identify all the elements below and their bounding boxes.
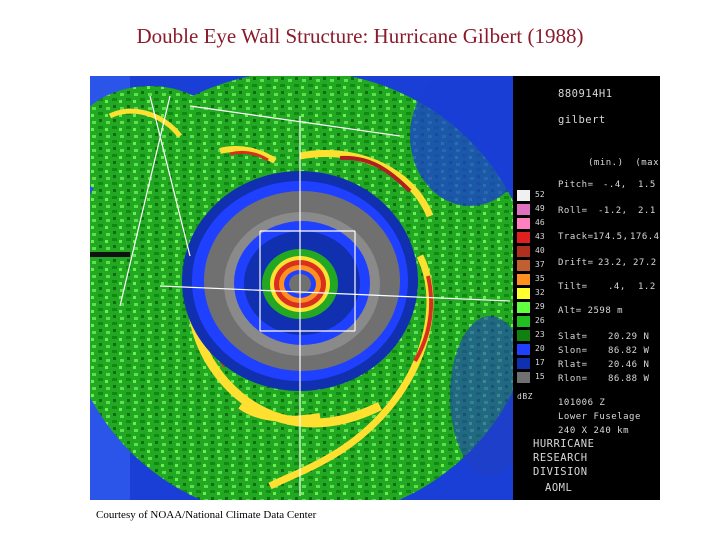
legend-value: 43 [535, 232, 545, 241]
param-label: Pitch= [558, 180, 594, 190]
coord-label: Rlon= [558, 374, 588, 384]
legend-row: 35 [517, 274, 557, 285]
legend-value: 17 [535, 358, 545, 367]
legend-row: 15 [517, 372, 557, 383]
legend-value: 37 [535, 260, 545, 269]
flight-id: 880914H1 [558, 88, 613, 100]
param-min: .4, [608, 282, 626, 292]
coord-value: 86.82 W [608, 346, 650, 356]
legend-row: 29 [517, 302, 557, 313]
param-min: -1.2, [598, 206, 628, 216]
legend-value: 23 [535, 330, 545, 339]
param-max: 1.2 [638, 282, 656, 292]
legend-row: 52 [517, 190, 557, 201]
legend-row: 40 [517, 246, 557, 257]
legend-unit: dBZ [517, 392, 533, 401]
coord-value: 86.88 W [608, 374, 650, 384]
legend-swatch [517, 288, 530, 299]
legend-value: 26 [535, 316, 545, 325]
param-min: -.4, [603, 180, 627, 190]
legend-swatch [517, 330, 530, 341]
legend-swatch [517, 358, 530, 369]
param-max: 176.4 [630, 232, 660, 242]
lab-name: AOML [545, 482, 573, 494]
legend-value: 46 [535, 218, 545, 227]
legend-swatch [517, 190, 530, 201]
coord-value: 20.46 N [608, 360, 650, 370]
legend-value: 40 [535, 246, 545, 255]
legend-row: 20 [517, 344, 557, 355]
legend-swatch [517, 204, 530, 215]
radar-image: 880914H1 gilbert (min.) (max.) Pitch= -.… [90, 76, 660, 500]
param-max: 1.5 [638, 180, 656, 190]
org-line: HURRICANE [533, 438, 595, 450]
time: 101006 Z [558, 398, 606, 408]
coord-label: Rlat= [558, 360, 588, 370]
color-legend: 52 49 46 43 40 37 35 32 29 26 23 20 17 15 [513, 190, 558, 390]
page-title: Double Eye Wall Structure: Hurricane Gil… [136, 24, 584, 48]
legend-value: 15 [535, 372, 545, 381]
radar-reflectivity-map [90, 76, 513, 500]
legend-swatch [517, 260, 530, 271]
legend-value: 32 [535, 288, 545, 297]
param-label: Track= [558, 232, 594, 242]
legend-row: 23 [517, 330, 557, 341]
param-max: 27.2 [633, 258, 657, 268]
legend-value: 35 [535, 274, 545, 283]
minmax-header: (min.) (max.) [588, 158, 660, 168]
org-line: RESEARCH [533, 452, 588, 464]
legend-value: 49 [535, 204, 545, 213]
storm-name: gilbert [558, 114, 606, 126]
legend-swatch [517, 302, 530, 313]
legend-swatch [517, 372, 530, 383]
legend-value: 52 [535, 190, 545, 199]
coord-value: 20.29 N [608, 332, 650, 342]
param-min: 23.2, [598, 258, 628, 268]
legend-swatch [517, 344, 530, 355]
legend-swatch [517, 316, 530, 327]
param-min: 174.5, [593, 232, 629, 242]
legend-swatch [517, 246, 530, 257]
image-credit: Courtesy of NOAA/National Climate Data C… [96, 509, 317, 521]
legend-row: 43 [517, 232, 557, 243]
info-panel: 880914H1 gilbert (min.) (max.) Pitch= -.… [513, 76, 660, 500]
extent: 240 X 240 km [558, 426, 630, 436]
legend-row: 32 [517, 288, 557, 299]
param-max: 2.1 [638, 206, 656, 216]
legend-row: 49 [517, 204, 557, 215]
legend-row: 26 [517, 316, 557, 327]
legend-swatch [517, 232, 530, 243]
legend-row: 17 [517, 358, 557, 369]
param-label: Tilt= [558, 282, 588, 292]
sensor: Lower Fuselage [558, 412, 641, 422]
coord-label: Slon= [558, 346, 588, 356]
param-label: Drift= [558, 258, 594, 268]
legend-row: 37 [517, 260, 557, 271]
legend-value: 29 [535, 302, 545, 311]
coord-label: Slat= [558, 332, 588, 342]
legend-value: 20 [535, 344, 545, 353]
legend-swatch [517, 274, 530, 285]
legend-row: 46 [517, 218, 557, 229]
legend-swatch [517, 218, 530, 229]
org-line: DIVISION [533, 466, 588, 478]
param-label: Roll= [558, 206, 588, 216]
altitude: Alt= 2598 m [558, 306, 624, 316]
